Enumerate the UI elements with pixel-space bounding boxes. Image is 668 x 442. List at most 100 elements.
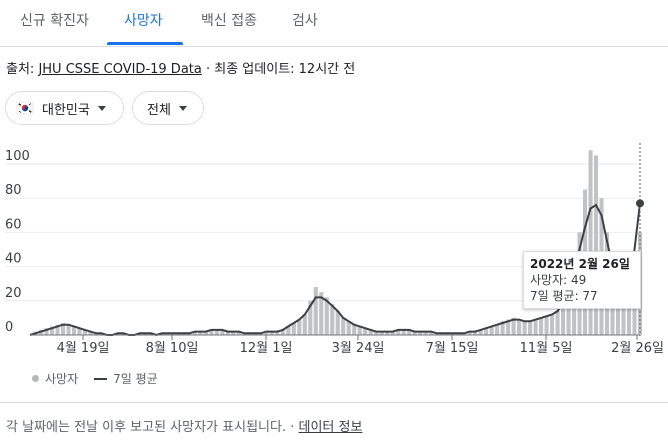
deaths-bar-fill <box>478 329 483 335</box>
country-label: 대한민국 <box>42 102 90 118</box>
deaths-bar-fill <box>60 323 65 335</box>
deaths-bar-fill <box>495 324 500 335</box>
last-updated: · 최종 업데이트: 12시간 전 <box>201 62 356 77</box>
deaths-bar-fill <box>429 331 434 335</box>
y-tick-label: 40 <box>5 252 22 267</box>
x-tick-label: 12월 1일 <box>240 341 293 356</box>
deaths-bar-fill <box>280 329 285 335</box>
deaths-bar-fill <box>407 329 412 335</box>
tab-testing[interactable]: 검사 <box>292 13 318 29</box>
chevron-down-icon <box>178 105 187 111</box>
deaths-bar-fill <box>203 331 208 335</box>
deaths-bar-fill <box>561 300 566 335</box>
deaths-bar-fill <box>473 331 478 335</box>
deaths-bar-fill <box>302 314 307 335</box>
footer-text: 각 날짜에는 전날 이후 보고된 사망자가 표시됩니다. · <box>6 420 299 435</box>
deaths-bar-fill <box>341 317 346 335</box>
source-prefix: 출처: <box>6 62 39 77</box>
legend-deaths: 사망자 <box>45 372 79 386</box>
source-line: 출처: JHU CSSE COVID-19 Data · 최종 업데이트: 12… <box>6 58 355 77</box>
deaths-bar-fill <box>390 331 395 335</box>
deaths-bar-fill <box>550 314 555 335</box>
deaths-bar-fill <box>71 326 76 335</box>
chart-legend: 사망자 7일 평균 <box>32 370 158 387</box>
deaths-bar-fill <box>192 331 197 335</box>
x-axis-ticks: 4월 19일 8월 10일 12월 1일 3월 24일 7월 15일 11월 5일 2월 2… <box>57 335 664 356</box>
data-info-link[interactable]: 데이터 정보 <box>298 420 363 435</box>
deaths-bar-fill <box>275 331 280 335</box>
deaths-bar-fill <box>588 150 593 335</box>
deaths-bar-fill <box>88 331 93 335</box>
deaths-bar-fill <box>594 155 599 335</box>
deaths-bar-fill <box>324 297 329 335</box>
deaths-bar-fill <box>66 324 71 335</box>
deaths-legend-marker <box>32 375 39 382</box>
deaths-bar-fill <box>286 326 291 335</box>
deaths-bar-fill <box>401 329 406 335</box>
deaths-bar-fill <box>297 319 302 335</box>
deaths-bar-fill <box>412 331 417 335</box>
deaths-bar-fill <box>374 331 379 335</box>
deaths-bar-fill <box>77 328 82 335</box>
active-tab-indicator <box>107 42 183 45</box>
hover-point <box>636 199 644 208</box>
source-link[interactable]: JHU CSSE COVID-19 Data <box>38 62 202 77</box>
deaths-bar-fill <box>319 292 324 335</box>
deaths-bar-fill <box>423 331 428 335</box>
x-tick-label: 8월 10일 <box>146 341 199 356</box>
deaths-bar-fill <box>506 319 511 335</box>
deaths-bar-fill <box>49 326 54 335</box>
deaths-bar-fill <box>522 321 527 335</box>
deaths-bar-fill <box>198 331 203 335</box>
deaths-bar-fill <box>291 323 296 335</box>
scope-dropdown[interactable]: 전체 <box>132 91 204 125</box>
y-tick-label: 20 <box>5 286 22 301</box>
deaths-bar-fill <box>269 331 274 335</box>
deaths-bar-fill <box>352 324 357 335</box>
x-tick-label: 7월 15일 <box>426 341 479 356</box>
deaths-bar-fill <box>225 331 230 335</box>
deaths-bar-fill <box>544 316 549 335</box>
y-tick-label: 100 <box>5 149 30 164</box>
deaths-bar-fill <box>418 331 423 335</box>
deaths-bar-fill <box>489 326 494 335</box>
x-tick-label: 4월 19일 <box>57 341 110 356</box>
y-tick-label: 80 <box>5 183 22 198</box>
deaths-bar-fill <box>396 329 401 335</box>
x-tick-label: 11월 5일 <box>520 341 573 356</box>
deaths-bar-fill <box>214 329 219 335</box>
deaths-bar-fill <box>368 329 373 335</box>
deaths-bar-fill <box>484 328 489 335</box>
deaths-chart[interactable]: 0 20 40 60 80 100 4월 19일 8월 10일 12월 1일 3월 24일 7월 … <box>0 0 668 370</box>
deaths-bar-fill <box>357 326 362 335</box>
deaths-bar-fill <box>500 321 505 335</box>
deaths-bar-fill <box>308 300 313 335</box>
deaths-bar-fill <box>467 331 472 335</box>
deaths-bar-fill <box>55 324 60 335</box>
deaths-bar-fill <box>44 328 49 335</box>
deaths-bar-fill <box>621 292 626 335</box>
y-tick-label: 0 <box>5 320 13 335</box>
deaths-bar-fill <box>379 331 384 335</box>
deaths-bar-fill <box>528 321 533 335</box>
deaths-bar-fill <box>566 287 571 335</box>
divider <box>0 402 668 403</box>
tab-vaccination[interactable]: 백신 접종 <box>201 13 257 29</box>
y-axis-ticks: 0 20 40 60 80 100 <box>5 149 30 335</box>
deaths-bar-fill <box>82 329 87 335</box>
legend-average: 7일 평균 <box>113 372 158 386</box>
deaths-bar-fill <box>220 329 225 335</box>
deaths-bar-fill <box>627 283 632 335</box>
tab-deaths[interactable]: 사망자 <box>124 13 163 29</box>
deaths-bar-fill <box>236 331 241 335</box>
y-tick-label: 60 <box>5 217 22 232</box>
country-dropdown[interactable]: 대한민국 <box>5 91 124 125</box>
deaths-bar-fill <box>346 321 351 335</box>
tab-new-cases[interactable]: 신규 확진자 <box>20 13 89 29</box>
deaths-bar-fill <box>533 319 538 335</box>
tooltip-deaths: 사망자: 49 <box>530 273 587 287</box>
deaths-bar-fill <box>335 311 340 335</box>
tab-bar: 신규 확진자 사망자 백신 접종 검사 <box>0 0 668 47</box>
deaths-bar-fill <box>231 331 236 335</box>
tooltip-average: 7일 평균: 77 <box>530 289 598 303</box>
